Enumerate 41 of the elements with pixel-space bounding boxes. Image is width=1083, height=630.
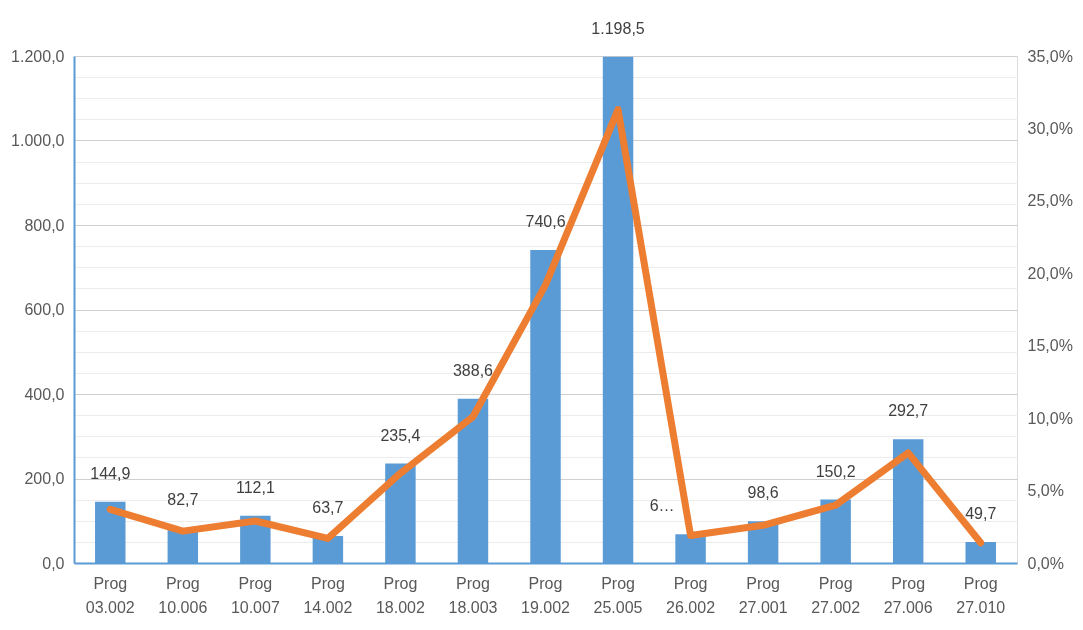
x-tick-label: Prog 10.006 — [158, 574, 208, 616]
data-label: 388,6 — [452, 361, 494, 379]
data-label: 82,7 — [167, 491, 199, 509]
data-label: 6… — [649, 497, 675, 515]
data-label: 235,4 — [380, 426, 421, 444]
data-label: 112,1 — [235, 478, 275, 496]
x-tick-label: Prog 27.001 — [738, 574, 788, 616]
x-tick-label: Prog 10.007 — [230, 574, 280, 616]
x-tick-label: Prog 27.006 — [883, 574, 933, 616]
x-tick-label: Prog 27.010 — [956, 574, 1006, 616]
data-label: 63,7 — [312, 499, 344, 517]
y2-tick-label: 20,0% — [1027, 264, 1073, 282]
data-label: 1.198,5 — [591, 19, 645, 37]
data-label: 740,6 — [525, 213, 566, 231]
data-label: 98,6 — [747, 484, 779, 502]
y-tick-label: 400,0 — [24, 385, 65, 403]
y2-tick-label: 25,0% — [1027, 192, 1073, 210]
data-label: 150,2 — [815, 462, 856, 480]
y2-tick-label: 10,0% — [1027, 409, 1073, 427]
data-label: 144,9 — [90, 464, 131, 482]
data-label: 49,7 — [965, 505, 997, 522]
y2-tick-label: 35,0% — [1027, 47, 1073, 65]
y-tick-label: 800,0 — [24, 216, 65, 234]
x-tick-label: Prog 03.002 — [85, 574, 135, 616]
y-tick-label: 600,0 — [24, 301, 65, 318]
x-tick-label: Prog 14.002 — [303, 574, 353, 616]
x-tick-label: Prog 27.002 — [811, 574, 861, 616]
x-tick-label: Prog 19.002 — [521, 574, 571, 616]
y2-tick-label: 15,0% — [1027, 337, 1073, 355]
y2-tick-label: 0,0% — [1027, 554, 1064, 572]
y-tick-label: 1.000,0 — [11, 132, 65, 149]
x-tick-label: Prog 18.003 — [448, 574, 498, 616]
y2-tick-label: 30,0% — [1027, 119, 1073, 137]
x-tick-label: Prog 25.005 — [593, 574, 643, 616]
y-tick-label: 1.200,0 — [11, 47, 65, 65]
data-label: 292,7 — [888, 402, 929, 420]
y-tick-label: 0,0 — [42, 554, 65, 572]
y-tick-label: 200,0 — [24, 470, 65, 487]
x-tick-label: Prog 26.002 — [666, 574, 716, 616]
x-tick-label: Prog 18.002 — [375, 574, 425, 616]
y2-tick-label: 5,0% — [1027, 482, 1064, 500]
